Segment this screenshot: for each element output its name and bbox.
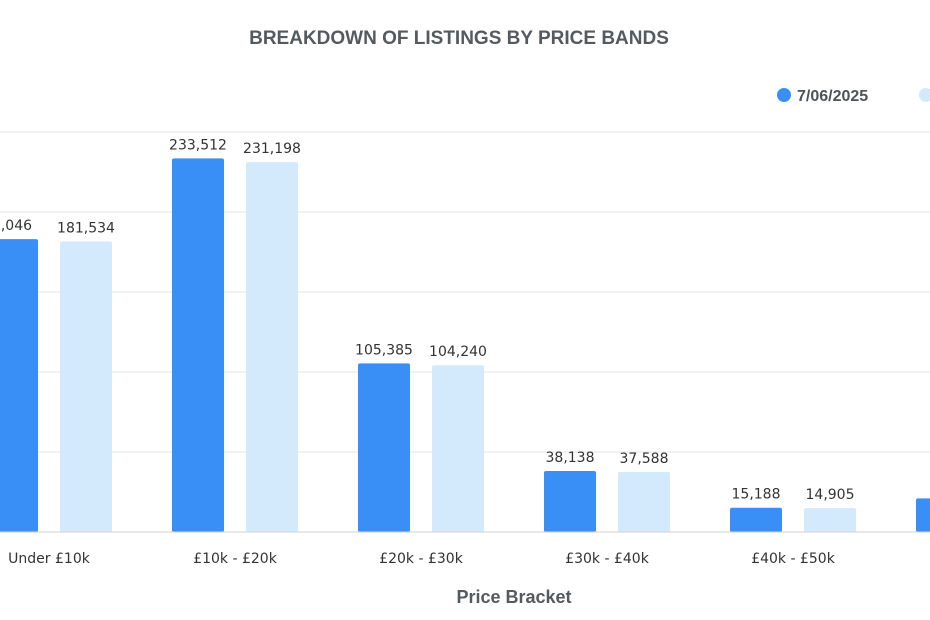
bar-1-3[interactable] — [544, 470, 596, 532]
bar-1-1[interactable] — [172, 158, 224, 532]
data-label: 105,385 — [355, 342, 413, 358]
bar-2-3[interactable] — [618, 471, 670, 532]
data-label: 3,046 — [0, 218, 32, 234]
bar-1-0[interactable] — [0, 239, 38, 532]
x-tick-label: £20k - £30k — [379, 551, 464, 567]
data-label: 37,588 — [620, 451, 669, 467]
bar-2-0[interactable] — [60, 241, 112, 532]
data-label: 181,534 — [57, 221, 115, 237]
legend-swatch-series-2 — [919, 88, 930, 102]
bars — [0, 158, 930, 533]
legend[interactable]: 7/06/2025 — [777, 88, 930, 105]
bar-1-4[interactable] — [730, 507, 782, 532]
x-axis-title: Price Bracket — [456, 587, 571, 607]
bar-2-4[interactable] — [804, 508, 856, 532]
grid-lines — [0, 131, 930, 453]
data-label: 15,188 — [732, 487, 781, 503]
bar-2-1[interactable] — [246, 162, 298, 533]
x-tick-label: Under £10k — [8, 551, 91, 567]
x-tick-label: £40k - £50k — [751, 551, 836, 567]
chart-title: BREAKDOWN OF LISTINGS BY PRICE BANDS — [249, 28, 669, 49]
data-label: 231,198 — [243, 141, 301, 157]
data-label: 104,240 — [429, 344, 487, 360]
data-label: 233,512 — [169, 137, 227, 153]
x-tick-label: £30k - £40k — [565, 551, 650, 567]
bar-1-2[interactable] — [358, 363, 410, 532]
data-label: 14,905 — [806, 487, 855, 503]
x-axis-tick-labels: Under £10k £10k - £20k £20k - £30k £30k - £… — [8, 551, 836, 567]
bar-1-5[interactable] — [916, 498, 930, 532]
data-labels: 3,046 181,534 233,512 231,198 105,385 104,240… — [0, 137, 855, 503]
legend-swatch-series-1 — [777, 88, 791, 102]
data-label: 38,138 — [546, 450, 595, 466]
x-tick-label: £10k - £20k — [193, 551, 278, 567]
legend-label-series-1: 7/06/2025 — [797, 88, 868, 105]
bar-2-2[interactable] — [432, 365, 484, 532]
